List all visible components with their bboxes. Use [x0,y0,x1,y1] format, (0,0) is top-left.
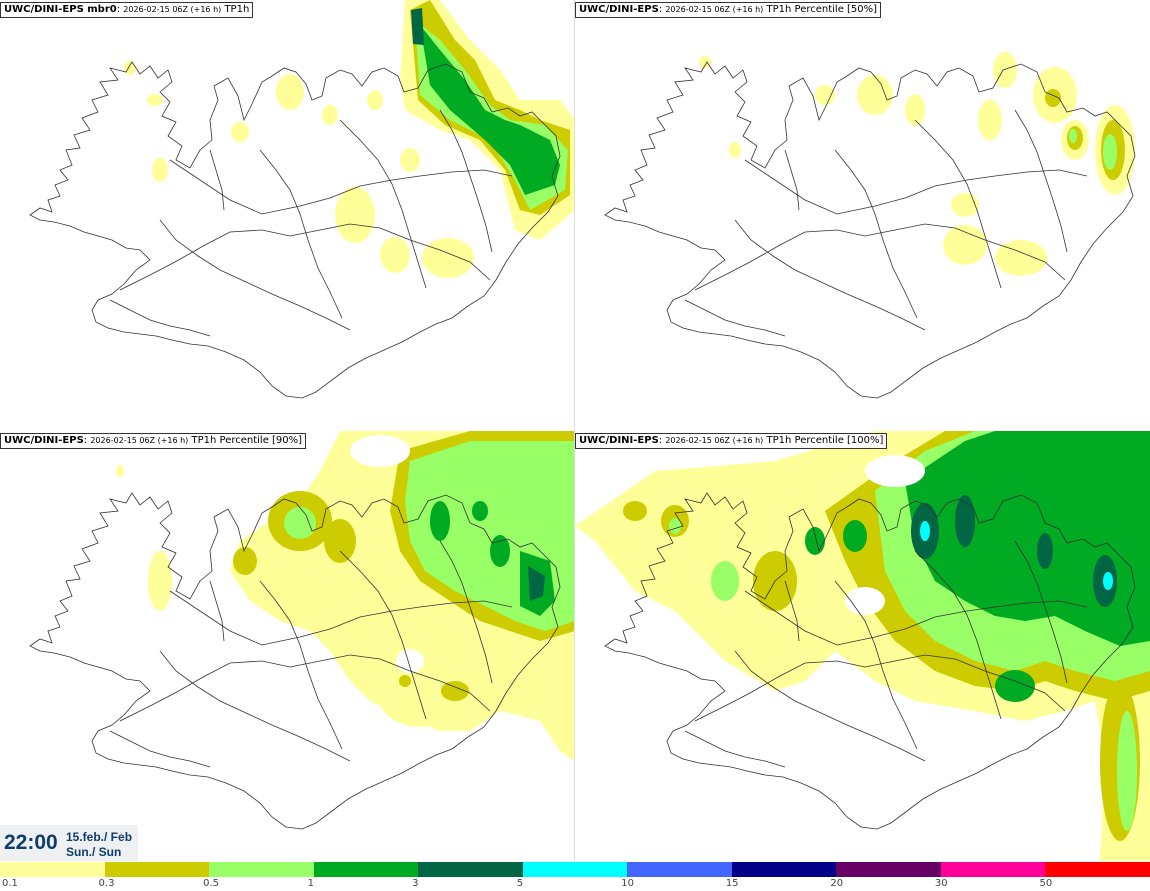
model-name: UWC/DINI-EPS mbr0 [4,4,117,15]
map-panel-mbr0: UWC/DINI-EPS mbr0: 2026-02-15 06Z (+16 h… [0,0,575,430]
legend-color-8 [836,862,942,877]
legend-color-9 [940,862,1047,877]
model-name: UWC/DINI-EPS [579,4,659,15]
legend-label: 10 [621,878,634,889]
parameter-name: TP1h Percentile [50%] [766,4,878,15]
valid-time-box: 22:00 15.feb./ Feb Sun./ Sun [0,825,138,861]
precip-shading [575,431,1150,861]
model-name: UWC/DINI-EPS [4,435,84,446]
legend-label: 0.3 [98,878,115,889]
parameter-name: TP1h Percentile [100%] [766,435,884,446]
run-time: 2026-02-15 06Z (+16 h) [90,436,189,445]
legend-label: 20 [830,878,844,889]
precip-map-p50 [604,52,1136,399]
parameter-name: TP1h Percentile [90%] [191,435,303,446]
run-time: 2026-02-15 06Z (+16 h) [123,5,222,14]
map-panel-p90: UWC/DINI-EPS: 2026-02-15 06Z (+16 h) TP1… [0,431,575,861]
legend-label: 0.1 [2,878,18,889]
parameter-name: TP1h [224,4,250,15]
legend-label: 1 [307,878,314,889]
legend-color-1 [104,862,211,877]
precip-legend: 0.1 0.3 0.5 1 3 5 10 15 20 30 50 [0,862,1150,891]
panel-title: UWC/DINI-EPS mbr0: 2026-02-15 06Z (+16 h… [0,2,254,18]
legend-color-5 [522,862,629,877]
precip-map-p90 [29,431,575,830]
legend-label: 0.5 [203,878,219,889]
valid-time-clock: 22:00 [4,831,58,854]
precip-shading [116,431,575,761]
legend-color-10 [1045,862,1150,877]
panel-title: UWC/DINI-EPS: 2026-02-15 06Z (+16 h) TP1… [575,433,888,449]
legend-color-0 [0,862,106,877]
panel-divider [574,0,575,861]
legend-label: 50 [1039,878,1053,889]
legend-color-6 [627,862,733,877]
precip-shading [699,52,1135,276]
map-panel-p100: UWC/DINI-EPS: 2026-02-15 06Z (+16 h) TP1… [575,431,1150,861]
legend-color-3 [313,862,420,877]
precip-shading [124,0,575,278]
map-panel-p50: UWC/DINI-EPS: 2026-02-15 06Z (+16 h) TP1… [575,0,1150,430]
legend-label: 5 [516,878,524,889]
legend-label: 3 [412,878,419,889]
legend-color-2 [209,862,315,877]
legend-label: 15 [725,878,739,889]
precip-map-p100 [575,431,1150,861]
model-name: UWC/DINI-EPS [579,435,659,446]
valid-date: 15.feb./ Feb [66,830,133,844]
legend-color-4 [418,862,524,877]
valid-weekday: Sun./ Sun [66,845,122,859]
run-time: 2026-02-15 06Z (+16 h) [665,436,764,445]
legend-color-7 [731,862,838,877]
panel-title: UWC/DINI-EPS: 2026-02-15 06Z (+16 h) TP1… [0,433,307,449]
run-time: 2026-02-15 06Z (+16 h) [665,5,764,14]
precip-map-mbr0 [29,0,575,399]
legend-label: 30 [934,878,948,889]
panel-title: UWC/DINI-EPS: 2026-02-15 06Z (+16 h) TP1… [575,2,882,18]
